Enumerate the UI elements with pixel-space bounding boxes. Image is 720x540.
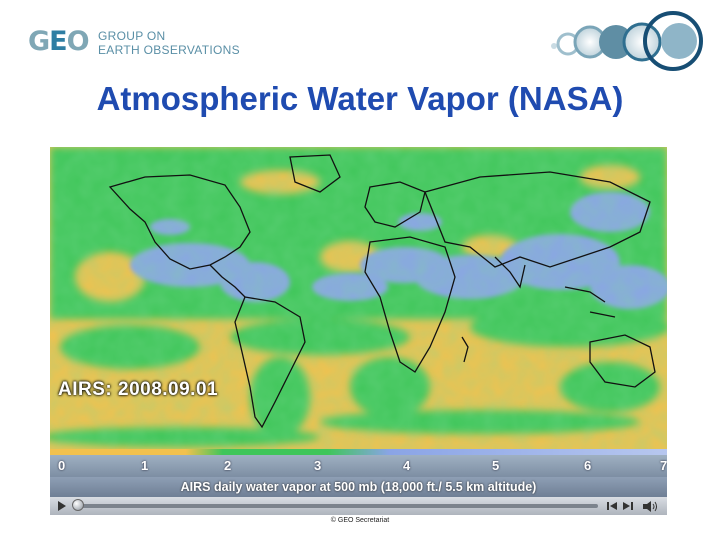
copyright-footer: © GEO Secretariat [330, 517, 390, 524]
scale-tick: 7 [660, 458, 667, 473]
skip-forward-icon [623, 502, 633, 510]
play-button[interactable] [54, 499, 70, 513]
player-controls [50, 497, 667, 515]
geo-logo: GEO GROUP ON EARTH OBSERVATIONS [28, 22, 240, 62]
geo-logo-mark: GEO [28, 26, 90, 57]
date-overlay-label: AIRS: 2008.09.01 [58, 379, 219, 400]
scale-tick: 5 [492, 458, 500, 473]
skip-forward-button[interactable] [621, 499, 635, 513]
page-title: Atmospheric Water Vapor (NASA) [96, 80, 624, 117]
video-caption: AIRS daily water vapor at 500 mb (18,000… [180, 480, 537, 494]
volume-icon [643, 500, 657, 512]
decorative-rings-logo [551, 11, 703, 71]
scale-tick: 2 [224, 458, 232, 473]
scale-tick: 6 [584, 458, 592, 473]
colorbar [50, 449, 667, 456]
scale-tick: 1 [141, 458, 149, 473]
scale-tick: 4 [403, 458, 411, 473]
scale-tick: 0 [58, 458, 66, 473]
volume-button[interactable] [640, 499, 662, 513]
seek-track[interactable] [74, 504, 598, 508]
logo-line-2: EARTH OBSERVATIONS [98, 43, 240, 57]
video-player[interactable]: AIRS: 2008.09.01 0 1 2 3 4 5 6 7 AIRS da… [50, 147, 667, 515]
play-icon [58, 501, 66, 511]
skip-back-icon [607, 502, 617, 510]
geo-logo-text: GROUP ON EARTH OBSERVATIONS [98, 29, 240, 57]
water-vapor-map [50, 147, 667, 455]
seek-handle[interactable] [72, 499, 84, 511]
scale-tick: 3 [314, 458, 322, 473]
logo-line-1: GROUP ON [98, 29, 166, 43]
colorbar-scale: 0 1 2 3 4 5 6 7 [50, 455, 667, 477]
skip-back-button[interactable] [605, 499, 619, 513]
caption-bar: AIRS daily water vapor at 500 mb (18,000… [50, 477, 667, 497]
